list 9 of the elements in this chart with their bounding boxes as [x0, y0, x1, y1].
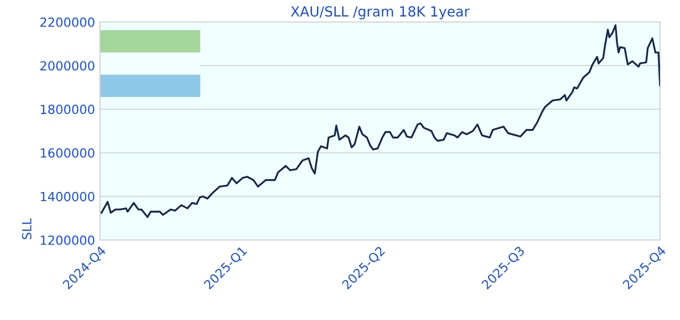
y-tick-label: 2000000: [40, 61, 94, 71]
line-series: [100, 24, 660, 218]
y-tick-label: 1800000: [40, 104, 94, 114]
y-tick-label: 1400000: [40, 192, 94, 202]
y-tick-label: 1600000: [40, 148, 94, 158]
chart-title: XAU/SLL /gram 18K 1year: [290, 6, 470, 20]
y-tick-label: 1200000: [40, 235, 94, 245]
y-tick-label: 2200000: [40, 17, 94, 27]
y-axis-title: SLL: [22, 218, 32, 240]
